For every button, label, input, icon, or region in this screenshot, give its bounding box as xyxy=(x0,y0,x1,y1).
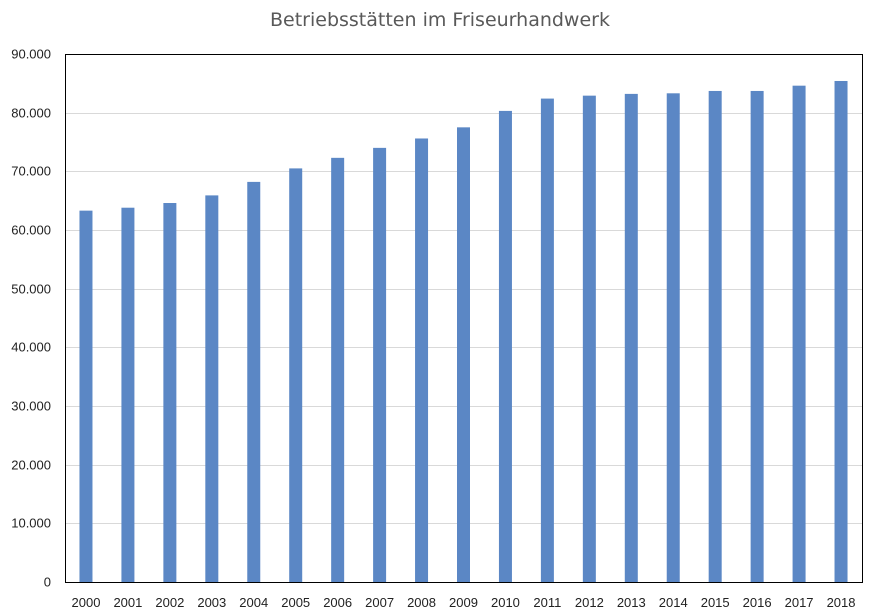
bar xyxy=(373,147,387,582)
bar xyxy=(121,207,135,582)
x-tick-label: 2003 xyxy=(197,595,226,610)
x-axis-ticks: 2000 2001 2002 2003 2004 2005 2006 2007 2008 2009… xyxy=(72,595,856,610)
y-tick-label: 70.000 xyxy=(11,164,51,179)
y-tick-label: 40.000 xyxy=(11,340,51,355)
x-tick-label: 2009 xyxy=(449,595,478,610)
x-tick-label: 2018 xyxy=(827,595,856,610)
x-tick-label: 2004 xyxy=(239,595,268,610)
bar xyxy=(205,195,219,583)
x-tick-label: 2007 xyxy=(365,595,394,610)
x-tick-label: 2008 xyxy=(407,595,436,610)
bar xyxy=(289,168,303,582)
y-tick-label: 0 xyxy=(44,575,51,590)
bar xyxy=(792,85,806,583)
x-tick-label: 2017 xyxy=(785,595,814,610)
bar xyxy=(163,203,177,582)
x-tick-label: 2000 xyxy=(72,595,101,610)
bar xyxy=(415,138,429,583)
chart-title: Betriebsstätten im Friseurhandwerk xyxy=(270,9,610,31)
x-tick-label: 2010 xyxy=(491,595,520,610)
x-tick-label: 2013 xyxy=(617,595,646,610)
bars xyxy=(79,80,848,583)
bar xyxy=(834,80,848,582)
bar xyxy=(540,98,554,582)
x-tick-label: 2005 xyxy=(281,595,310,610)
y-tick-label: 80.000 xyxy=(11,106,51,121)
y-tick-label: 20.000 xyxy=(11,458,51,473)
bar xyxy=(498,110,512,582)
bar xyxy=(79,210,93,582)
x-tick-label: 2016 xyxy=(743,595,772,610)
bar xyxy=(666,93,680,582)
bar xyxy=(708,90,722,583)
y-tick-label: 10.000 xyxy=(11,516,51,531)
y-tick-label: 50.000 xyxy=(11,282,51,297)
y-tick-label: 30.000 xyxy=(11,399,51,414)
y-tick-label: 90.000 xyxy=(11,47,51,62)
x-tick-label: 2001 xyxy=(113,595,142,610)
x-tick-label: 2012 xyxy=(575,595,604,610)
x-tick-label: 2006 xyxy=(323,595,352,610)
x-tick-label: 2014 xyxy=(659,595,688,610)
y-axis-ticks: 0 10.000 20.000 30.000 40.000 50.000 60.000 70.… xyxy=(11,47,51,590)
bar xyxy=(750,90,764,583)
x-tick-label: 2015 xyxy=(701,595,730,610)
x-tick-label: 2002 xyxy=(155,595,184,610)
x-tick-label: 2011 xyxy=(533,595,561,610)
plot-frame xyxy=(65,54,863,583)
bar xyxy=(247,181,261,583)
bar xyxy=(331,157,345,582)
bar xyxy=(582,95,596,583)
bar xyxy=(457,127,470,582)
y-tick-label: 60.000 xyxy=(11,223,51,238)
bar xyxy=(624,93,638,582)
